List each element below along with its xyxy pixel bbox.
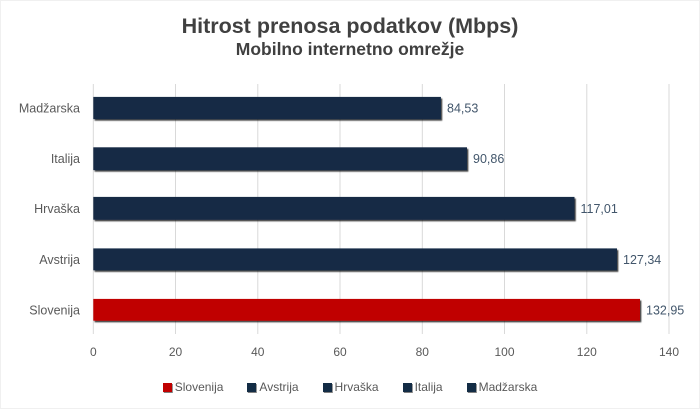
svg-text:120: 120: [577, 345, 597, 359]
svg-text:90,86: 90,86: [473, 152, 504, 166]
svg-text:100: 100: [494, 345, 514, 359]
svg-text:Italija: Italija: [51, 152, 80, 166]
svg-text:127,34: 127,34: [623, 253, 661, 267]
svg-text:117,01: 117,01: [581, 202, 618, 216]
svg-text:80: 80: [416, 345, 430, 359]
svg-text:40: 40: [251, 345, 265, 359]
svg-text:Slovenija: Slovenija: [29, 304, 80, 318]
svg-text:84,53: 84,53: [447, 102, 478, 116]
svg-text:140: 140: [659, 345, 679, 359]
svg-text:60: 60: [333, 345, 347, 359]
svg-text:132,95: 132,95: [646, 304, 684, 318]
svg-text:20: 20: [169, 345, 183, 359]
svg-text:Madžarska: Madžarska: [19, 102, 80, 116]
svg-text:0: 0: [90, 345, 97, 359]
svg-text:Avstrija: Avstrija: [39, 253, 80, 267]
svg-text:Hrvaška: Hrvaška: [34, 202, 80, 216]
